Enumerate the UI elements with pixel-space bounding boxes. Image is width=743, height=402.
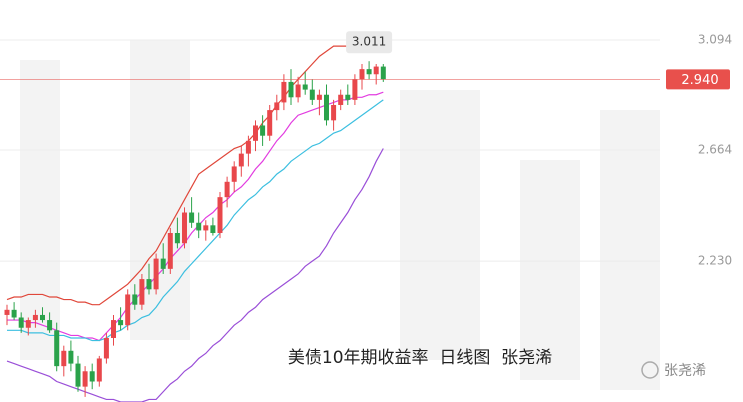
candle-body xyxy=(288,81,294,98)
y-tick-label: 2.230 xyxy=(698,254,732,268)
candle-body xyxy=(25,320,31,328)
y-tick-label: 2.664 xyxy=(698,143,732,157)
candle-body xyxy=(160,258,166,269)
candle-body xyxy=(196,222,202,231)
candle-body xyxy=(125,294,131,326)
candle-body xyxy=(40,314,45,321)
candle-body xyxy=(203,225,209,231)
candle-body xyxy=(182,212,187,244)
candle-body xyxy=(373,66,379,75)
watermark-logo xyxy=(641,361,659,379)
candle-body xyxy=(118,320,124,326)
candle-body xyxy=(302,84,308,90)
candle-body xyxy=(54,330,60,367)
candle-body xyxy=(253,125,258,141)
caption: 美债10年期收益率 日线图 张尧浠 xyxy=(288,348,552,368)
band-line xyxy=(6,45,384,306)
candle-body xyxy=(132,294,138,305)
watermark: 张尧浠 xyxy=(664,363,706,379)
current-price-box xyxy=(666,69,730,90)
candle-body xyxy=(47,320,53,331)
candle-body xyxy=(89,371,95,382)
candle-body xyxy=(380,66,386,80)
candle-body xyxy=(4,309,10,315)
band-line xyxy=(7,99,384,342)
candle-body xyxy=(103,337,109,359)
candle-body xyxy=(167,233,173,269)
candle-body xyxy=(274,102,280,111)
candle-body xyxy=(316,94,322,100)
candle-body xyxy=(281,81,287,103)
candle-body xyxy=(111,320,116,338)
candle-body xyxy=(18,317,24,328)
candle-body xyxy=(11,309,17,318)
band-line xyxy=(6,148,384,402)
candle-body xyxy=(324,94,329,121)
candle-body xyxy=(331,104,337,121)
background-watermark xyxy=(20,40,660,390)
candle-body xyxy=(96,358,102,382)
candle-body xyxy=(82,371,88,387)
candle-body xyxy=(231,166,237,182)
candle-body xyxy=(260,125,266,136)
candle-body xyxy=(295,84,301,98)
candle-body xyxy=(345,94,351,100)
high-annotation-box xyxy=(346,31,393,54)
candle-body xyxy=(309,89,315,100)
current-price-label: 2.940 xyxy=(681,73,718,88)
candle-body xyxy=(217,197,223,234)
y-tick-label: 3.094 xyxy=(698,32,732,46)
candle-body xyxy=(75,363,81,387)
candle-body xyxy=(338,94,344,105)
high-annotation: 3.011 xyxy=(352,35,386,49)
candle-body xyxy=(146,279,152,290)
candle-body xyxy=(359,69,365,80)
candle-body xyxy=(267,110,273,136)
candle-body xyxy=(68,350,74,364)
candle-body xyxy=(61,350,67,367)
candle-body xyxy=(366,69,372,75)
candle-body xyxy=(210,225,216,234)
candle-body xyxy=(139,279,145,305)
candle-body xyxy=(174,233,180,244)
candle-body xyxy=(153,258,159,290)
candle-body xyxy=(224,181,230,198)
candle-body xyxy=(32,314,38,321)
candle-body xyxy=(245,140,251,154)
candle-body xyxy=(238,153,244,167)
candle-body xyxy=(352,79,358,100)
candle-body xyxy=(189,212,195,223)
band-line xyxy=(7,91,384,342)
